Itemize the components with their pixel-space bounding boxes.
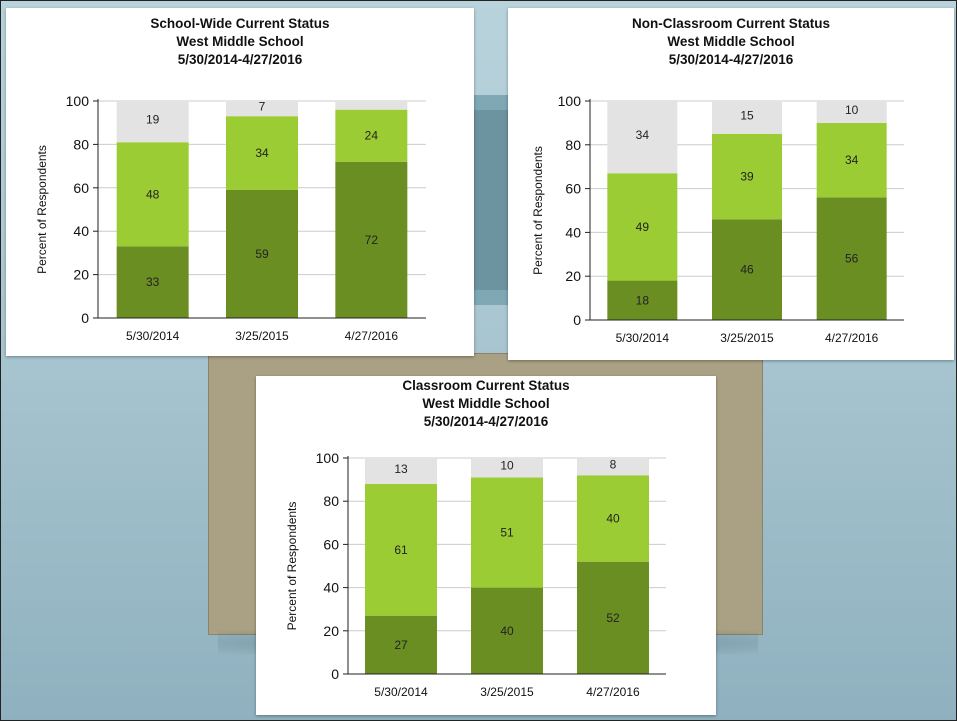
bar-segment [607,173,678,281]
y-axis-label: Percent of Respondents [531,146,545,275]
chart-title-line: School-Wide Current Status [150,16,329,31]
y-tick-label: 100 [558,93,582,109]
y-tick-label: 60 [73,180,89,196]
bar-segment [816,197,887,320]
y-tick-label: 80 [73,136,89,152]
chart-title-line: Classroom Current Status [402,378,569,393]
data-label: 51 [500,526,514,540]
y-tick-label: 0 [573,312,581,328]
chart-title-line: 5/30/2014-4/27/2016 [424,414,549,429]
bar-segment [712,219,782,320]
background-band-shade [470,110,510,290]
data-label: 18 [636,293,650,307]
bar-segment [577,475,649,562]
data-label: 34 [255,146,269,160]
bar-segment [226,189,298,318]
bar-segment [226,116,298,190]
data-label: 34 [845,153,859,167]
non-classroom-chart: Non-Classroom Current Status West Middle … [531,16,904,345]
chart-title-line: West Middle School [176,34,303,49]
chart-title-line: 5/30/2014-4/27/2016 [669,52,794,67]
chart-title-line: West Middle School [422,396,549,411]
bar-segment [365,483,437,616]
y-tick-label: 20 [565,268,581,284]
bar-segment [365,615,437,674]
bar-segment [471,587,543,674]
y-tick-label: 60 [565,181,581,197]
data-label: 46 [740,263,754,277]
x-tick-label: 3/25/2015 [480,685,534,699]
bar-segment [471,458,543,478]
data-label: 72 [365,233,379,247]
data-label: 61 [394,543,408,557]
bar-segment [335,161,408,318]
y-tick-label: 80 [565,137,581,153]
y-tick-label: 20 [323,623,339,639]
x-tick-label: 4/27/2016 [345,329,399,343]
y-tick-label: 100 [316,450,340,466]
y-tick-label: 60 [323,536,339,552]
bar-segment [116,101,189,143]
y-tick-label: 0 [81,310,89,326]
bar-segment [335,101,408,110]
chart-title-line: Non-Classroom Current Status [632,16,830,31]
bar-segment [577,458,649,476]
x-tick-label: 5/30/2014 [374,685,428,699]
data-label: 48 [146,187,160,201]
y-tick-label: 40 [323,580,339,596]
bar-segment [607,101,678,174]
bar-segment [577,561,649,674]
data-label: 13 [394,462,408,476]
data-label: 40 [606,511,620,525]
data-label: 10 [500,459,514,473]
data-label: 56 [845,252,859,266]
data-label: 24 [365,129,379,143]
bar-segment [365,458,437,484]
bar-segment [712,101,782,134]
x-tick-label: 4/27/2016 [586,685,640,699]
x-tick-label: 5/30/2014 [616,331,670,345]
y-tick-label: 40 [73,223,89,239]
data-label: 8 [610,458,617,472]
y-tick-label: 80 [323,493,339,509]
data-label: 19 [146,113,160,127]
chart-title-line: 5/30/2014-4/27/2016 [178,52,303,67]
bar-segment [816,101,887,123]
classroom-chart-panel: Classroom Current Status West Middle Scho… [256,376,716,715]
x-tick-label: 3/25/2015 [235,329,289,343]
data-label: 59 [255,247,269,261]
y-tick-label: 0 [331,666,339,682]
x-tick-label: 5/30/2014 [126,329,180,343]
data-label: 52 [606,611,620,625]
bar-segment [116,142,189,247]
chart-title-line: West Middle School [667,34,794,49]
bar-segment [471,477,543,588]
bar-segment [226,101,298,117]
bar-segment [712,133,782,220]
x-tick-label: 4/27/2016 [825,331,879,345]
data-label: 7 [259,100,266,114]
y-axis-label: Percent of Respondents [35,145,49,274]
data-label: 34 [636,128,650,142]
bar-segment [816,122,887,198]
data-label: 40 [500,624,514,638]
data-label: 49 [636,220,650,234]
y-tick-label: 40 [565,224,581,240]
y-axis-label: Percent of Respondents [285,502,299,631]
data-label: 33 [146,275,160,289]
data-label: 27 [394,638,408,652]
y-tick-label: 100 [66,93,90,109]
non-classroom-chart-panel: Non-Classroom Current Status West Middle … [508,8,954,360]
school-wide-chart-panel: School-Wide Current Status West Middle Sc… [6,8,474,356]
data-label: 15 [740,108,754,122]
data-label: 39 [740,170,754,184]
y-tick-label: 20 [73,267,89,283]
bar-segment [335,109,408,162]
bar-segment [607,280,678,320]
school-wide-chart: School-Wide Current Status West Middle Sc… [35,16,426,343]
classroom-chart: Classroom Current Status West Middle Scho… [285,378,666,699]
data-label: 10 [845,103,859,117]
x-tick-label: 3/25/2015 [720,331,774,345]
bar-segment [116,246,189,318]
